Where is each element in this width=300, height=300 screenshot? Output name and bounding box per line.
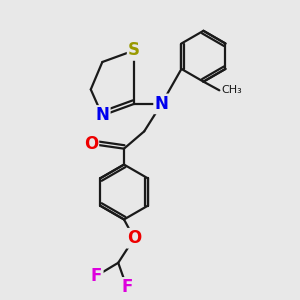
Text: N: N: [95, 106, 109, 124]
Text: O: O: [127, 229, 141, 247]
Text: N: N: [154, 95, 169, 113]
Text: F: F: [121, 278, 133, 296]
Text: S: S: [128, 41, 140, 59]
Text: CH₃: CH₃: [222, 85, 242, 95]
Text: O: O: [84, 135, 98, 153]
Text: F: F: [91, 267, 102, 285]
